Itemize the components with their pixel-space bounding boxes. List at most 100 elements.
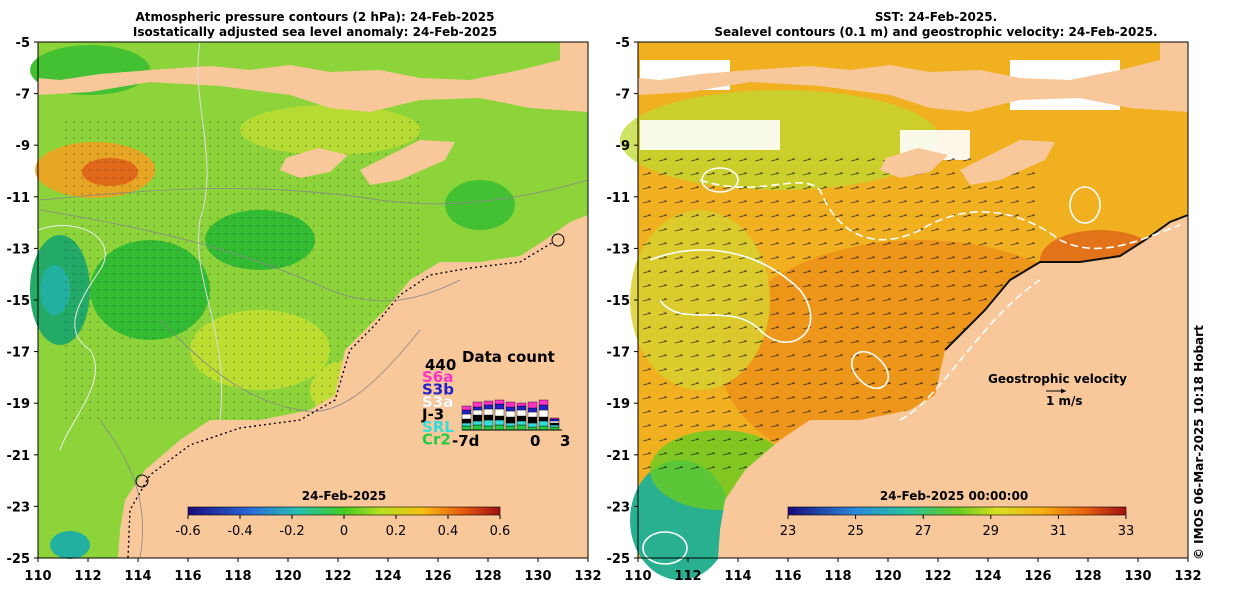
left-x-tick-label: 120 [274,569,301,584]
left-map-title: Atmospheric pressure contours (2 hPa): 2… [40,10,590,40]
sumba-land [360,140,455,185]
left-y-tick-label: -7 [16,88,30,103]
bathymetry-contour [39,179,589,205]
data-count-bar-segment [461,409,472,415]
data-count-bar-segment [461,405,472,411]
left-x-tick-label: 118 [224,569,251,584]
data-count-bar-segment [538,420,549,427]
sumba-land [960,140,1055,185]
data-count-bar-segment [538,399,549,406]
right-colorbar-label: 31 [1050,524,1067,539]
right-x-tick-label: 114 [724,569,751,584]
left-y-tick-label: -11 [7,191,31,206]
data-count-bar-segment [472,406,483,411]
right-y-tick-label: -11 [607,191,631,206]
data-count-bar-segment [472,401,483,408]
data-count-bar-segment [527,411,538,418]
velocity-scale-arrowhead [1061,388,1066,394]
right-title-line1: SST: 24-Feb-2025. [874,10,998,24]
left-colorbar: 24-Feb-2025 -0.6 -0.4 -0.2 0 0.2 0.4 0.6 [175,489,510,539]
pressure-contour [197,41,223,421]
right-x-tick-label: 112 [674,569,701,584]
coastline [944,214,1189,351]
right-y-tick-label: -5 [616,36,630,51]
data-count-bar-segment [472,420,483,426]
data-count-bar-segment [483,404,494,410]
data-count-xlabel-start: -7d [452,432,479,450]
left-x-tick-label: 130 [524,569,551,584]
data-count-bar-segment [549,424,560,428]
data-count-bar-segment [483,400,494,406]
velocity-legend-scale: 1 m/s [1046,394,1083,408]
imos-credit: © IMOS 06-Mar-2025 10:18 Hobart [1192,325,1206,560]
right-x-tick-label: 132 [1174,569,1201,584]
right-y-tick-label: -21 [607,449,631,464]
right-y-tick-label: -13 [607,242,631,257]
left-x-tick-label: 124 [374,569,401,584]
data-count-bar-segment [538,416,549,422]
cloud-mask-area [640,120,780,150]
mission-legend-s3a: S3a [422,393,453,411]
right-y-tick-label: -9 [616,139,630,154]
left-colorbar-label: -0.2 [279,524,304,539]
sealevel-contour [1069,186,1101,224]
right-x-tick-label: 122 [924,569,951,584]
left-colorbar-label: 0.6 [490,524,511,539]
left-colorbar-label: 0.4 [438,524,459,539]
sealevel-contour [899,279,1041,421]
right-x-tick-label: 120 [874,569,901,584]
sealevel-contour [701,167,739,193]
left-sla-map [30,41,589,559]
mission-legend-cr2: Cr2 [422,431,451,449]
data-count-bar-segment [461,422,472,427]
left-x-tick-label: 126 [424,569,451,584]
left-y-tick-label: -9 [16,139,30,154]
australia-land [718,215,1188,558]
data-count-bar-segment [505,410,516,418]
data-count-bar-segment [505,416,516,424]
right-x-tick-label: 130 [1124,569,1151,584]
left-y-tick-label: -23 [7,500,31,515]
sla-negative-anomaly [50,531,90,559]
data-count-bar-segment [472,409,483,416]
data-count-bar-segment [494,415,505,421]
data-count-bar-segment [505,422,516,427]
left-x-tick-label: 132 [574,569,601,584]
data-count-bar-segment [472,424,483,431]
right-x-tick-label: 110 [624,569,651,584]
data-count-bar-segment [461,418,472,424]
data-count-bar-segment [516,424,527,431]
data-count-bar-segment [516,415,527,422]
left-colorbar-label: 0.2 [386,524,407,539]
left-x-tick-label: 110 [24,569,51,584]
island-marker [135,474,149,488]
right-x-tick-label: 126 [1024,569,1051,584]
right-colorbar-label: 27 [915,524,932,539]
left-x-tick-label: 114 [124,569,151,584]
data-count-bar-segment [472,414,483,422]
data-count-bar-segment [549,417,560,420]
data-count-bar-segment [505,406,516,412]
data-count-bar-segment [538,425,549,431]
data-count-bar-segment [461,413,472,420]
sealevel-contour [649,249,812,343]
right-map-title: SST: 24-Feb-2025. Sealevel contours (0.1… [636,10,1236,40]
right-y-tick-label: -23 [607,500,631,515]
shelf-edge-contour [127,237,561,559]
right-colorbar-label: 29 [983,524,1000,539]
right-colorbar-label: 23 [780,524,797,539]
left-title-line1: Atmospheric pressure contours (2 hPa): 2… [135,10,495,24]
left-colorbar-label: -0.4 [227,524,252,539]
left-x-tick-label: 128 [474,569,501,584]
left-x-tick-label: 112 [74,569,101,584]
data-count-bar-segment [483,419,494,427]
left-colorbar-bar [187,506,501,516]
data-count-xlabel-end: 3 [560,432,570,450]
data-count-bar-segment [538,409,549,418]
right-y-tick-label: -17 [607,346,631,361]
data-count-bar-segment [516,402,527,407]
sla-negative-anomaly [445,180,515,230]
island-marker [551,233,565,247]
right-sst-map [620,41,1189,580]
